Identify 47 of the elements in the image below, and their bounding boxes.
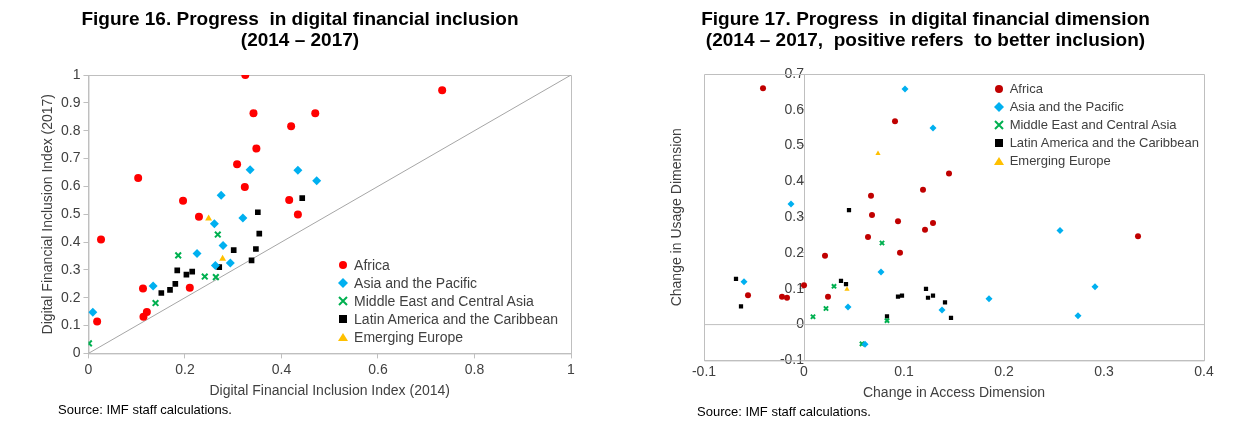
legend-label: Middle East and Central Asia [354, 292, 534, 310]
y-tick-label: 0.1 [60, 316, 81, 333]
legend-label: Latin America and the Caribbean [354, 310, 558, 328]
legend-label: Emerging Europe [1009, 152, 1111, 170]
y-tick-label: 0.6 [784, 100, 805, 117]
x-tick-label: 0.2 [175, 360, 195, 377]
x-tick-label: 1 [567, 360, 576, 377]
y-tick-label: 0.9 [60, 93, 81, 110]
y-tick-label: 0.2 [60, 288, 81, 305]
x-tick-label: 0.1 [894, 362, 914, 379]
x-tick-label: 0.6 [368, 360, 388, 377]
chart-title: Figure 16. Progress in digital financial inclusion (2014 – 2017) [80, 8, 520, 50]
x-axis-title: Digital Financial Inclusion Index (2014) [209, 382, 450, 399]
legend-label: Emerging Europe [354, 328, 464, 346]
x-tick-label: 0.8 [464, 360, 485, 377]
legend-label: Middle East and Central Asia [1009, 116, 1177, 134]
y-axis-title: Digital Financial Inclusion Index (2017) [38, 93, 55, 335]
legend-label: Asia and the Pacific [354, 274, 478, 292]
legend-label: Africa [354, 256, 390, 274]
x-tick-label: 0.2 [994, 362, 1014, 379]
y-tick-label: 0 [796, 315, 805, 332]
x-tick-label: -0.1 [691, 362, 717, 379]
y-tick-label: 0.3 [784, 208, 805, 225]
legend-label: Africa [1009, 80, 1043, 98]
legend-label: Asia and the Pacific [1009, 98, 1124, 116]
chart-title: Figure 17. Progress in digital financial dimension (2014 – 2017, positive refers to better inclusion) [700, 8, 1151, 50]
y-tick-label: 0.1 [784, 279, 805, 296]
y-axis-title: Change in Usage Dimension [667, 128, 684, 307]
y-tick-label: 0.4 [784, 172, 805, 189]
x-tick-label: 0.4 [1194, 362, 1214, 379]
x-tick-label: 0.3 [1094, 362, 1114, 379]
y-tick-label: 1 [72, 65, 81, 82]
legend-label: Latin America and the Caribbean [1009, 134, 1199, 152]
x-tick-label: 0 [84, 360, 93, 377]
x-axis-title: Change in Access Dimension [862, 384, 1046, 401]
y-tick-label: 0.5 [784, 136, 805, 153]
y-tick-label: 0.6 [60, 177, 81, 194]
y-tick-label: 0.3 [60, 260, 81, 277]
source-note: Source: IMF staff calculations. [58, 402, 232, 417]
source-note: Source: IMF staff calculations. [697, 404, 871, 419]
x-tick-label: 0.4 [271, 360, 292, 377]
y-tick-label: 0.2 [784, 243, 805, 260]
y-tick-label: 0 [72, 344, 81, 361]
y-tick-label: 0.7 [60, 149, 81, 166]
y-tick-label: 0.8 [60, 121, 81, 138]
y-tick-label: 0.4 [60, 232, 81, 249]
y-tick-label: 0.5 [60, 205, 81, 222]
